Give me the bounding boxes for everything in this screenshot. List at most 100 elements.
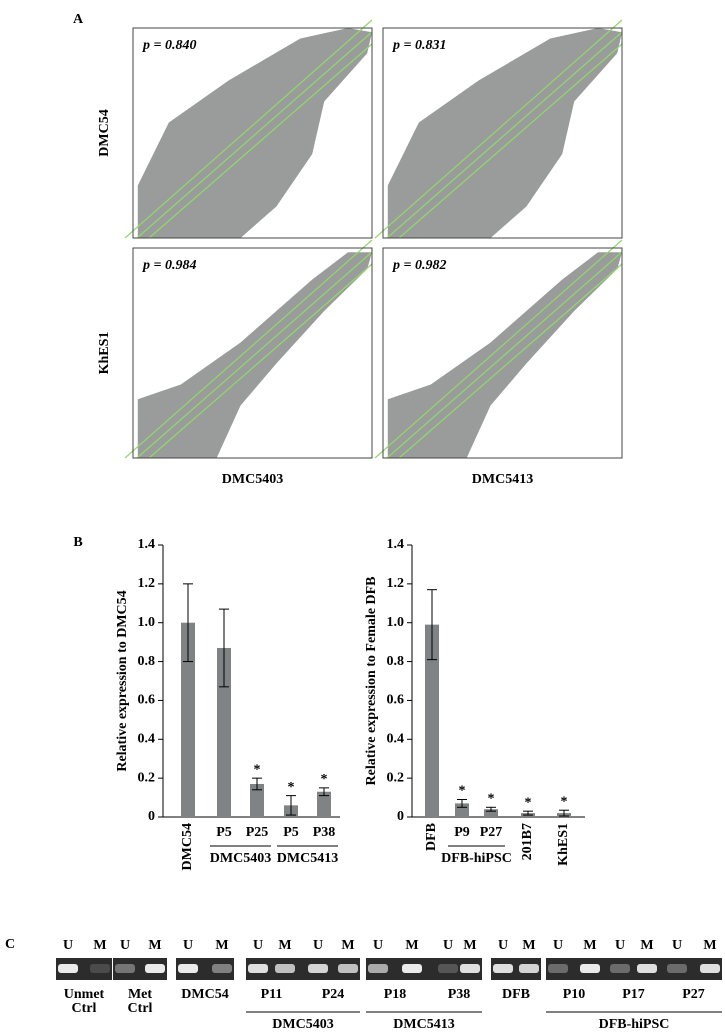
group-label: DFB-hiPSC <box>599 1017 670 1032</box>
significance-marker: * <box>321 772 328 787</box>
plot-frame <box>132 27 373 239</box>
sample-label: Unmet <box>64 987 105 1002</box>
x-tick-label: P5 <box>283 825 299 840</box>
lane-label: U <box>498 938 508 953</box>
y-tick-label: 1.0 <box>138 615 156 630</box>
diagonal-line <box>136 31 373 239</box>
diagonal-line <box>124 19 373 239</box>
gel-block <box>546 958 722 980</box>
x-tick-label: P5 <box>216 825 232 840</box>
bar <box>181 622 195 817</box>
gel-band <box>460 964 480 973</box>
gel-block <box>491 958 541 980</box>
lane-label: M <box>341 938 354 953</box>
y-axis-label: DMC54 <box>97 109 112 156</box>
lane-label: M <box>703 938 716 953</box>
gel-block <box>246 958 360 980</box>
correlation-label: p = 0.984 <box>142 258 196 273</box>
correlation-label: p = 0.831 <box>392 38 446 53</box>
gel-band <box>548 964 568 973</box>
y-axis-label: Relative expression to DMC54 <box>115 590 130 771</box>
x-tick-label: P25 <box>246 825 269 840</box>
gel-band <box>90 964 110 973</box>
diagonal-line <box>136 251 373 459</box>
bar <box>250 783 264 817</box>
sample-label: DMC54 <box>181 987 228 1002</box>
bar <box>425 624 439 817</box>
significance-marker: * <box>254 762 261 777</box>
lane-label: M <box>148 938 161 953</box>
significance-marker: * <box>561 794 568 809</box>
y-tick-label: 1.4 <box>138 537 156 552</box>
lane-label: U <box>672 938 682 953</box>
sample-label: Met <box>128 987 152 1002</box>
panel-letter: C <box>5 937 15 952</box>
lane-label: M <box>405 938 418 953</box>
sample-label: P18 <box>384 987 407 1002</box>
x-tick-label: P9 <box>454 825 470 840</box>
y-tick-label: 0.8 <box>138 654 156 669</box>
sample-label: P24 <box>322 987 345 1002</box>
gel-band <box>637 964 657 973</box>
diagonal-line <box>398 43 623 239</box>
gel-band <box>493 964 513 973</box>
sample-label: P27 <box>682 987 705 1002</box>
group-label: DFB-hiPSC <box>441 851 512 866</box>
gel-band <box>308 964 328 973</box>
y-tick-label: 1.4 <box>387 537 405 552</box>
gel-band <box>275 964 295 973</box>
x-tick-label: P38 <box>313 825 336 840</box>
sample-label: P10 <box>563 987 586 1002</box>
y-tick-label: 0 <box>148 809 155 824</box>
y-axis-label: Relative expression to Female DFB <box>364 577 379 786</box>
bar <box>217 647 231 817</box>
plot-frame <box>382 27 623 239</box>
gel-block <box>176 958 234 980</box>
sample-label: P11 <box>261 987 283 1002</box>
lane-label: U <box>253 938 263 953</box>
y-tick-label: 0.4 <box>138 732 156 747</box>
y-axis-label: KhES1 <box>97 332 112 375</box>
lane-label: U <box>120 938 130 953</box>
significance-marker: * <box>288 780 295 795</box>
gel-band <box>58 964 78 973</box>
x-axis-label: DMC5403 <box>222 472 283 487</box>
diagonal-line <box>374 19 623 239</box>
y-tick-label: 1.2 <box>138 576 156 591</box>
x-tick-label: KhES1 <box>556 823 571 866</box>
sample-label: P38 <box>448 987 471 1002</box>
y-tick-label: 0.2 <box>138 770 156 785</box>
gel-band <box>368 964 388 973</box>
lane-label: U <box>183 938 193 953</box>
x-tick-label: 201B7 <box>520 823 535 860</box>
panel-letter: B <box>73 535 82 550</box>
y-tick-label: 1.2 <box>387 576 405 591</box>
lane-label: M <box>583 938 596 953</box>
gel-band <box>212 964 232 973</box>
diagonal-line <box>386 251 623 459</box>
gel-band <box>248 964 268 973</box>
lane-label: M <box>278 938 291 953</box>
sample-label: Ctrl <box>128 1001 153 1016</box>
y-tick-label: 0 <box>397 809 404 824</box>
gel-band <box>178 964 198 973</box>
correlation-label: p = 0.840 <box>142 38 196 53</box>
gel-band <box>519 964 539 973</box>
group-label: DMC5413 <box>393 1017 454 1032</box>
gel-band <box>145 964 165 973</box>
gel-block <box>113 958 167 980</box>
lane-label: U <box>553 938 563 953</box>
gel-band <box>115 964 135 973</box>
significance-marker: * <box>488 792 495 807</box>
gel-block <box>366 958 482 980</box>
bar <box>317 791 331 817</box>
plot-frame <box>382 247 623 459</box>
diagonal-line <box>374 239 623 459</box>
group-label: DMC5403 <box>272 1017 333 1032</box>
lane-label: U <box>63 938 73 953</box>
gel-band <box>580 964 600 973</box>
diagonal-line <box>398 263 623 459</box>
correlation-label: p = 0.982 <box>392 258 446 273</box>
plot-frame <box>132 247 373 459</box>
